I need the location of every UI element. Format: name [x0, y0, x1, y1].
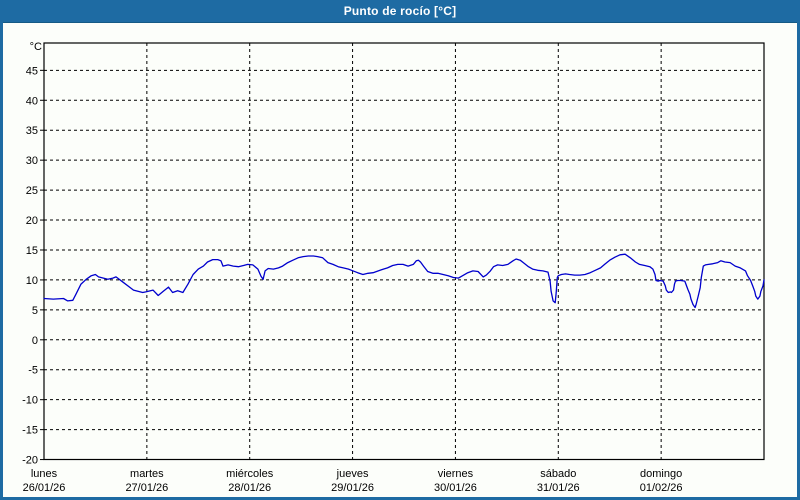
y-tick-label: 40 [26, 95, 38, 107]
y-tick-label: 10 [26, 275, 38, 287]
y-tick-label: -15 [22, 425, 38, 437]
x-day-date-label: 30/01/26 [434, 482, 477, 494]
y-tick-label: -10 [22, 395, 38, 407]
y-tick-label: 25 [26, 185, 38, 197]
y-tick-label: 0 [32, 335, 38, 347]
chart-title: Punto de rocío [°C] [343, 4, 457, 18]
x-day-date-label: 27/01/26 [125, 482, 168, 494]
y-tick-label: 30 [26, 155, 38, 167]
y-tick-label: 5 [32, 305, 38, 317]
dewpoint-series-line [43, 253, 765, 309]
x-day-name-label: sábado [540, 468, 576, 480]
dewpoint-line-chart: 45 40 35 30 25 20 15 10 5 0 -5 -10 -15 -20 °C lunes 26/0… [22, 41, 765, 494]
plot-frame [43, 42, 765, 461]
y-axis-unit-label: °C [30, 41, 42, 53]
y-tick-label: -5 [28, 365, 38, 377]
x-day-name-label: miércoles [226, 468, 274, 480]
y-tick-label: -20 [22, 455, 38, 467]
chart-title-bar: Punto de rocío [°C] [3, 0, 797, 23]
x-day-name-label: viernes [438, 468, 474, 480]
x-day-name-label: jueves [336, 468, 369, 480]
x-day-name-label: lunes [31, 468, 58, 480]
y-tick-label: 45 [26, 65, 38, 77]
x-day-date-label: 26/01/26 [23, 482, 66, 494]
y-tick-label: 20 [26, 215, 38, 227]
x-day-name-label: martes [130, 468, 164, 480]
y-tick-label: 35 [26, 125, 38, 137]
x-day-date-label: 28/01/26 [228, 482, 271, 494]
x-day-name-label: domingo [640, 468, 682, 480]
x-day-date-label: 31/01/26 [537, 482, 580, 494]
x-day-date-label: 01/02/26 [640, 482, 683, 494]
y-tick-label: 15 [26, 245, 38, 257]
x-day-date-label: 29/01/26 [331, 482, 374, 494]
